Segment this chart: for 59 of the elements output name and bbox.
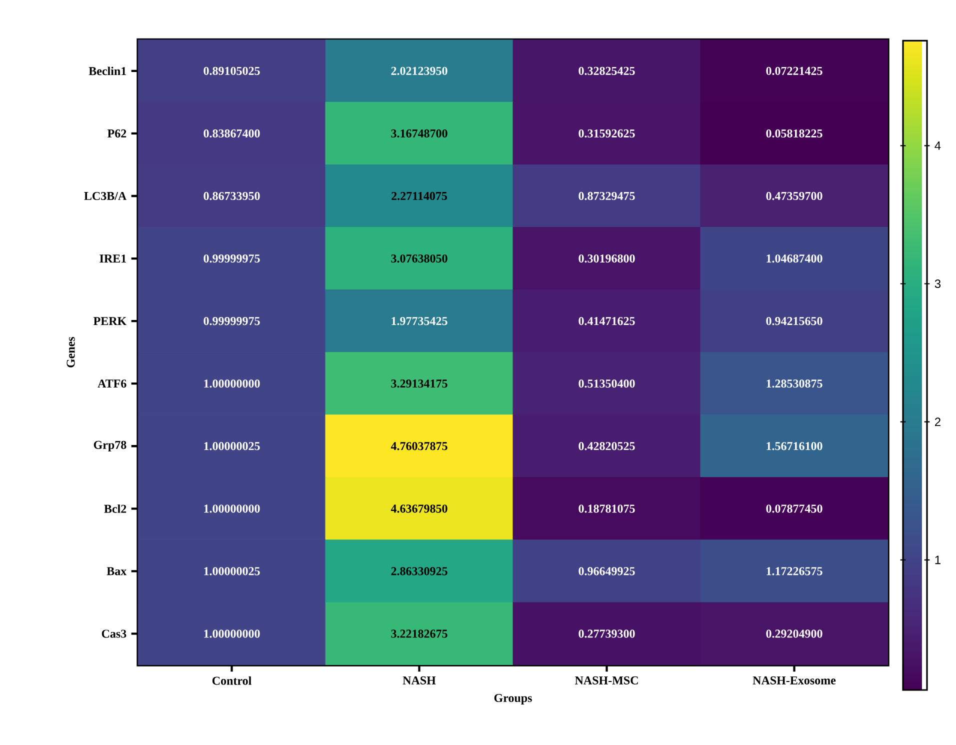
y-axis-title: Genes xyxy=(66,336,75,368)
y-tick-label: LC3B/A xyxy=(84,192,127,200)
x-tick-label: NASH-MSC xyxy=(574,676,638,684)
data-label: 1.28530875 xyxy=(766,380,822,388)
data-label: 0.94215650 xyxy=(766,316,822,326)
y-tick-label: Bax xyxy=(106,567,127,576)
data-label: 0.18781075 xyxy=(578,504,635,513)
data-label: 1.00000025 xyxy=(204,567,260,576)
data-label: 0.05818225 xyxy=(766,129,822,138)
data-label: 0.51350400 xyxy=(578,380,635,388)
data-label: 4.63679850 xyxy=(390,504,448,513)
data-label: 0.86733950 xyxy=(204,192,260,200)
y-tick-label: Grp78 xyxy=(94,440,126,452)
data-label: 2.27114075 xyxy=(392,192,447,200)
data-label: 0.99999975 xyxy=(204,254,260,263)
data-label: 1.97735425 xyxy=(392,317,448,326)
data-label: 3.07638050 xyxy=(391,254,448,263)
data-label: 1.00000000 xyxy=(204,630,260,638)
data-label: 0.07877450 xyxy=(766,504,822,513)
y-tick-label: PERK xyxy=(94,317,127,325)
data-label: 1.00000025 xyxy=(204,442,260,450)
data-label: 1.04687400 xyxy=(766,254,822,263)
y-tick-label: P62 xyxy=(108,129,126,138)
data-label: 2.86330925 xyxy=(391,567,448,576)
data-label: 0.99999975 xyxy=(204,316,260,326)
data-label: 1.17226575 xyxy=(766,567,822,576)
data-label: 1.00000000 xyxy=(204,380,260,388)
data-label: 1.00000000 xyxy=(204,504,260,513)
x-tick-label: NASH xyxy=(402,676,436,684)
data-label: 0.32825425 xyxy=(578,66,635,76)
y-tick-label: Bcl2 xyxy=(104,504,126,513)
x-axis-title: Groups xyxy=(494,694,532,704)
y-tick-label: IRE1 xyxy=(100,254,126,262)
data-label: 0.29204900 xyxy=(766,630,822,638)
data-label: 0.96649925 xyxy=(578,567,635,576)
data-label: 0.42820525 xyxy=(578,442,635,450)
data-label: 0.07221425 xyxy=(766,66,822,76)
data-label: 0.41471625 xyxy=(578,316,635,326)
data-label: 3.29134175 xyxy=(391,380,448,388)
color-bar-label: 3 xyxy=(934,280,941,288)
data-label: 0.89105025 xyxy=(204,66,260,76)
color-bar-label: 1 xyxy=(935,556,940,564)
color-bar-label: 4 xyxy=(934,142,941,150)
x-tick-label: NASH-Exosome xyxy=(752,676,836,684)
x-tick-label: Control xyxy=(212,676,252,685)
color-bar-label: 2 xyxy=(934,418,940,426)
data-label: 2.02123950 xyxy=(391,66,448,76)
data-label: 1.56716100 xyxy=(766,442,822,450)
data-label: 0.31592625 xyxy=(578,129,635,138)
y-tick-label: Cas3 xyxy=(102,630,126,638)
data-label: 0.87329475 xyxy=(578,192,635,200)
data-label: 0.83867400 xyxy=(204,129,260,138)
data-label: 3.16748700 xyxy=(391,129,448,138)
data-label: 0.27739300 xyxy=(578,630,635,638)
data-label: 0.30196800 xyxy=(578,254,635,263)
data-label: 4.76037875 xyxy=(390,442,448,450)
y-tick-label: Beclin1 xyxy=(88,66,126,76)
data-label: 0.47359700 xyxy=(766,192,822,200)
y-tick-label: ATF6 xyxy=(98,380,126,388)
